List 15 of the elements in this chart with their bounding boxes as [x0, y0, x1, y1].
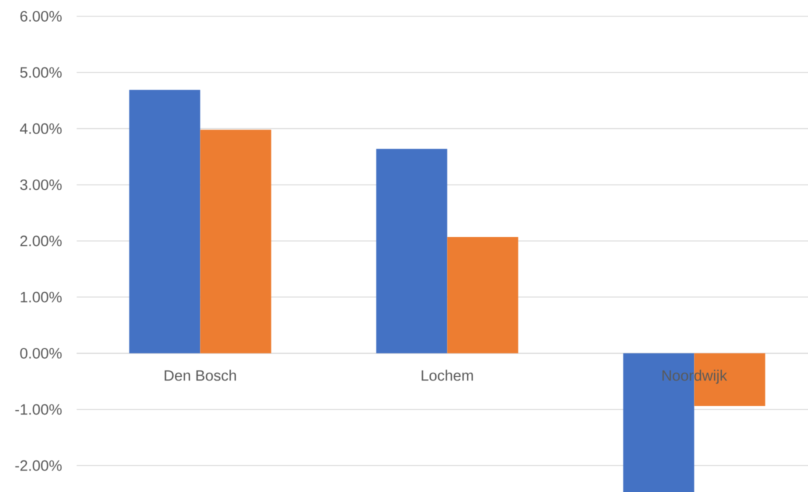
y-tick-label: 0.00%: [20, 348, 62, 359]
x-tick-label: Den Bosch: [164, 370, 236, 381]
bar: [129, 90, 200, 354]
y-tick-label: -1.00%: [15, 404, 62, 415]
y-tick-label: 5.00%: [20, 67, 62, 78]
y-tick-label: 3.00%: [20, 179, 62, 190]
bar: [200, 130, 272, 354]
y-tick-label: 2.00%: [20, 236, 62, 246]
bar: [447, 237, 518, 354]
x-tick-label: Lochem: [422, 370, 473, 381]
y-tick-label: 4.00%: [20, 123, 62, 134]
y-tick-label: 1.00%: [20, 292, 62, 302]
bar: [376, 148, 448, 354]
y-tick-label: -2.00%: [15, 460, 62, 471]
y-tick-label: 6.00%: [20, 10, 62, 22]
